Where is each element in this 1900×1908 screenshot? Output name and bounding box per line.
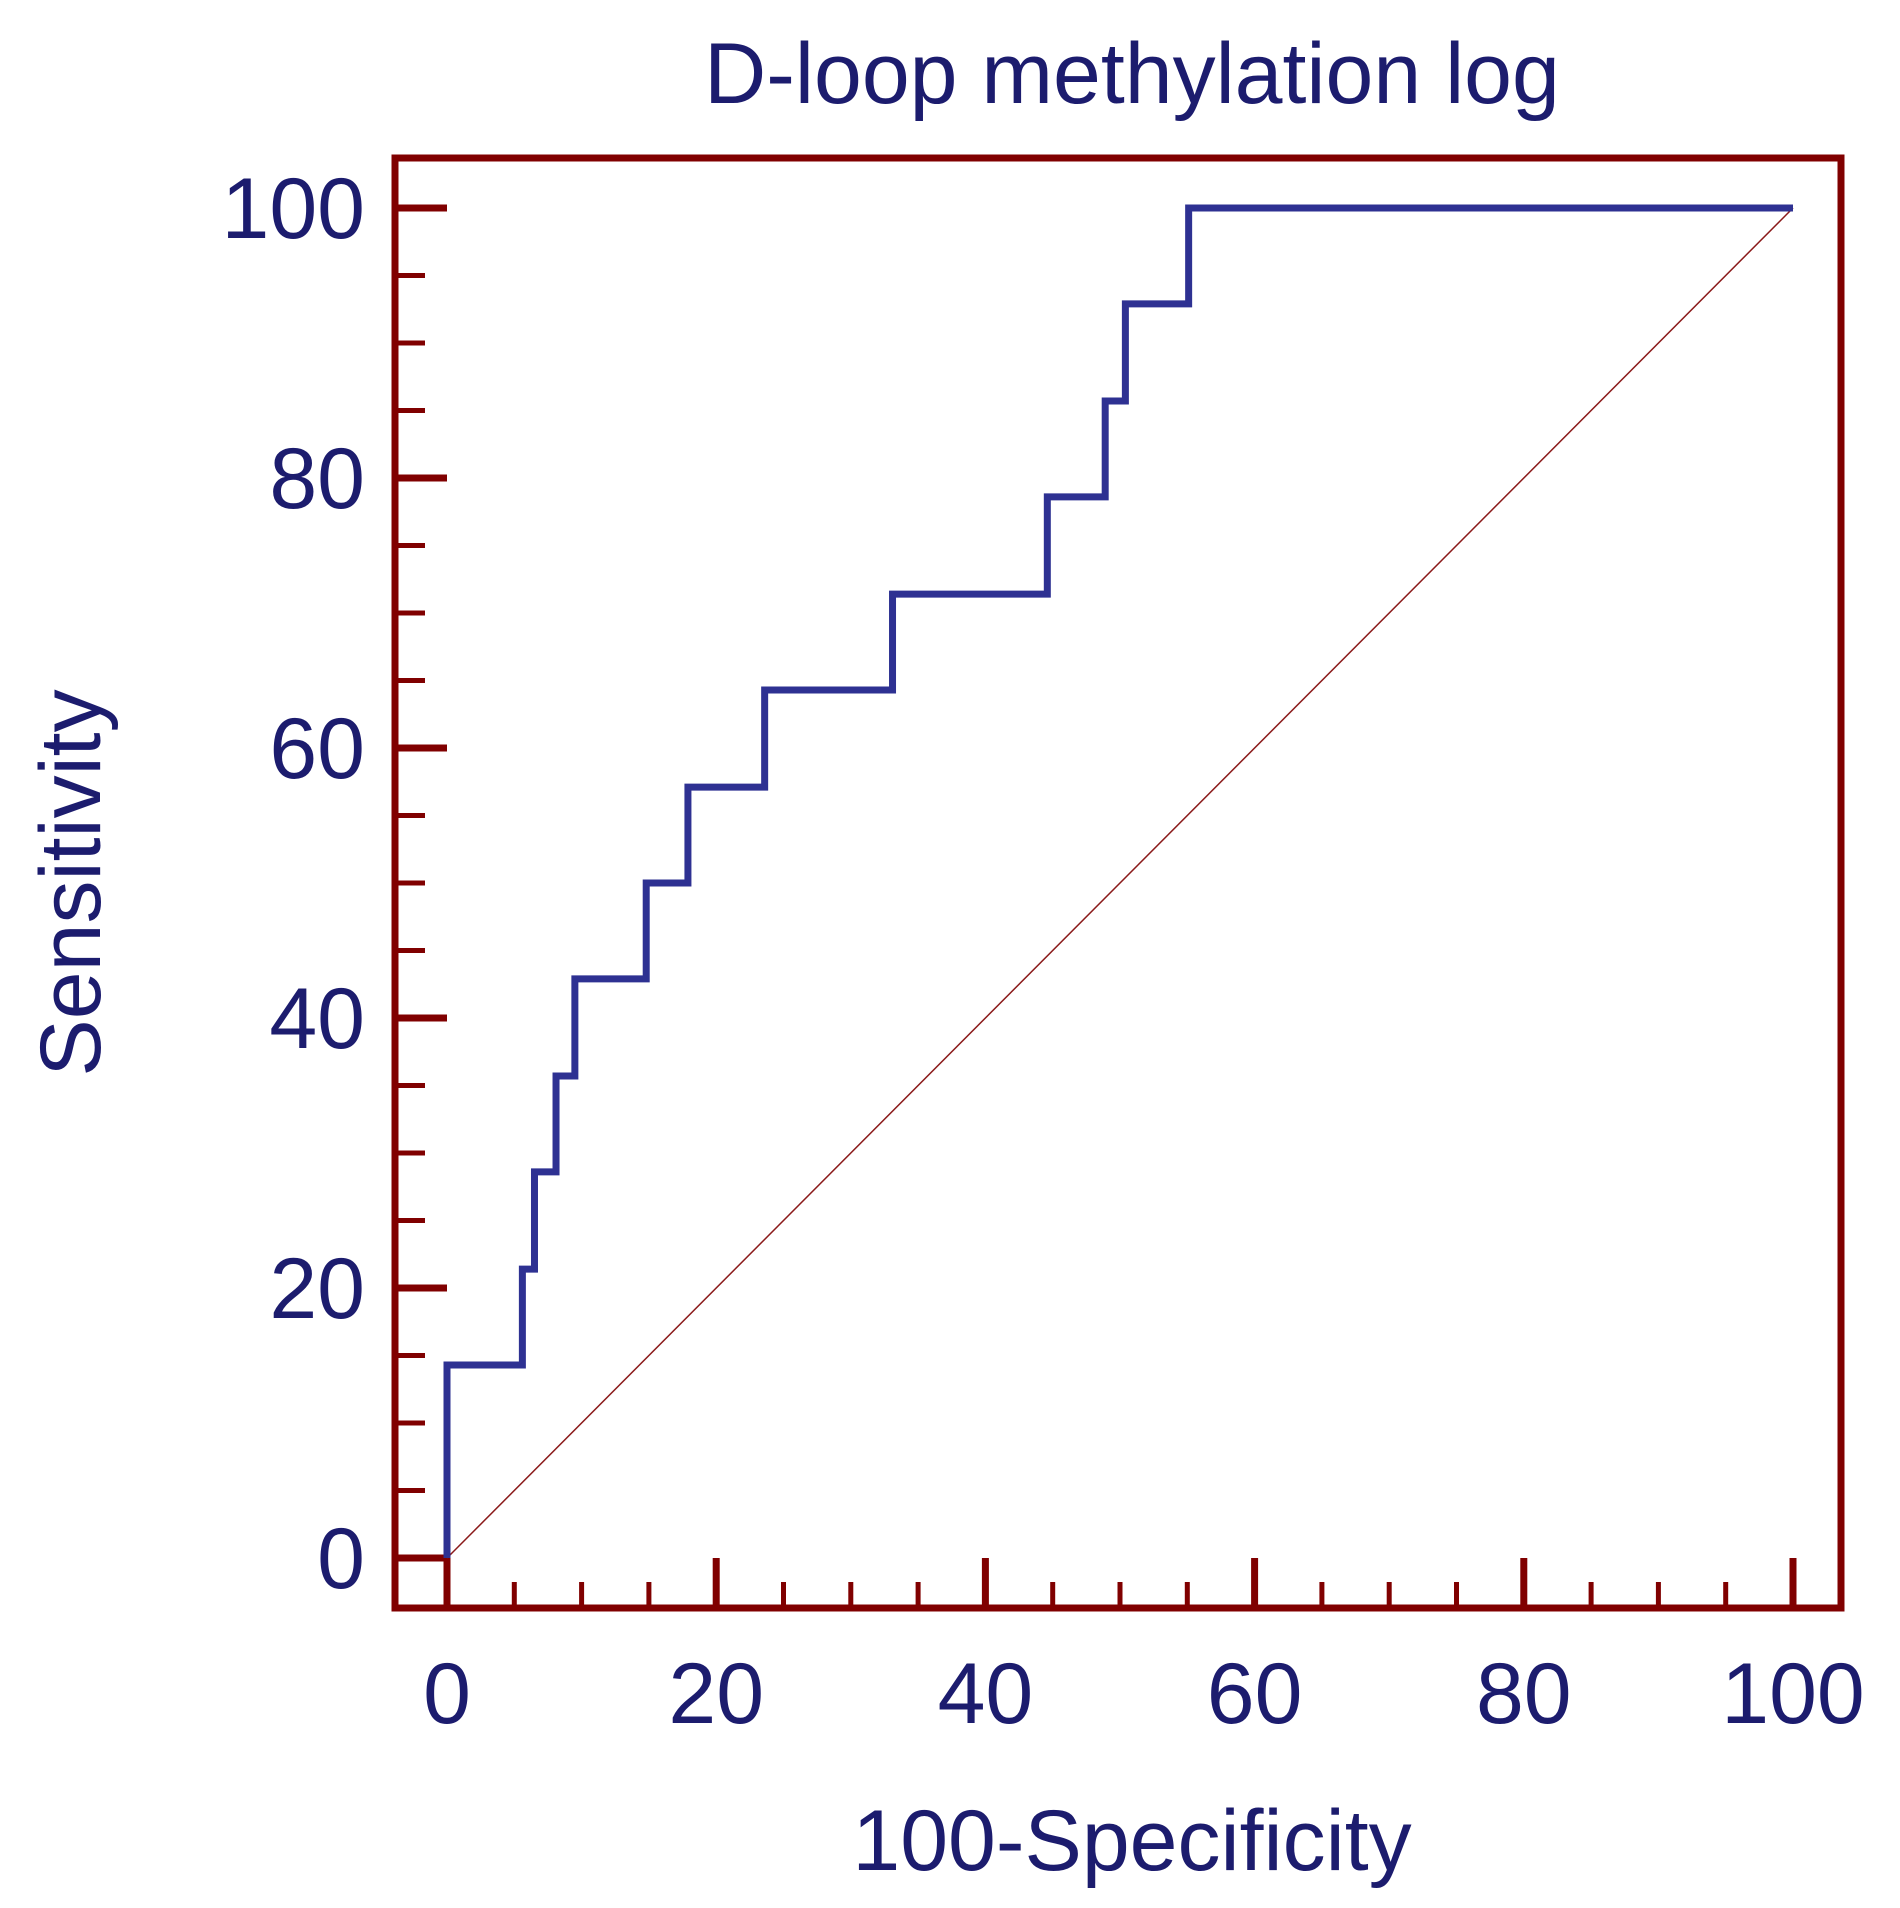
y-tick-label-40: 40 <box>269 971 365 1067</box>
x-tick-label-100: 100 <box>1721 1646 1865 1742</box>
chart-title: D-loop methylation log <box>704 26 1560 122</box>
y-tick-label-80: 80 <box>269 431 365 527</box>
y-axis-ticks <box>398 204 447 1562</box>
y-tick-label-20: 20 <box>269 1241 365 1337</box>
x-tick-label-60: 60 <box>1207 1646 1303 1742</box>
x-tick-label-40: 40 <box>938 1646 1034 1742</box>
y-tick-label-60: 60 <box>269 701 365 797</box>
x-axis-ticks <box>443 1558 1797 1605</box>
y-tick-label-0: 0 <box>317 1511 365 1607</box>
y-tick-label-100: 100 <box>222 161 366 257</box>
y-axis-tick-labels: 0 20 40 60 80 100 <box>222 161 366 1607</box>
x-tick-label-80: 80 <box>1476 1646 1572 1742</box>
roc-curve-line <box>443 204 1793 1558</box>
reference-diagonal-line <box>446 207 1794 1559</box>
y-axis-label: Sensitivity <box>23 689 119 1076</box>
x-axis-label: 100-Specificity <box>852 1793 1411 1889</box>
plot-frame <box>391 154 1845 1612</box>
x-axis-tick-labels: 0 20 40 60 80 100 <box>423 1646 1865 1742</box>
x-tick-label-20: 20 <box>668 1646 764 1742</box>
x-tick-label-0: 0 <box>423 1646 471 1742</box>
